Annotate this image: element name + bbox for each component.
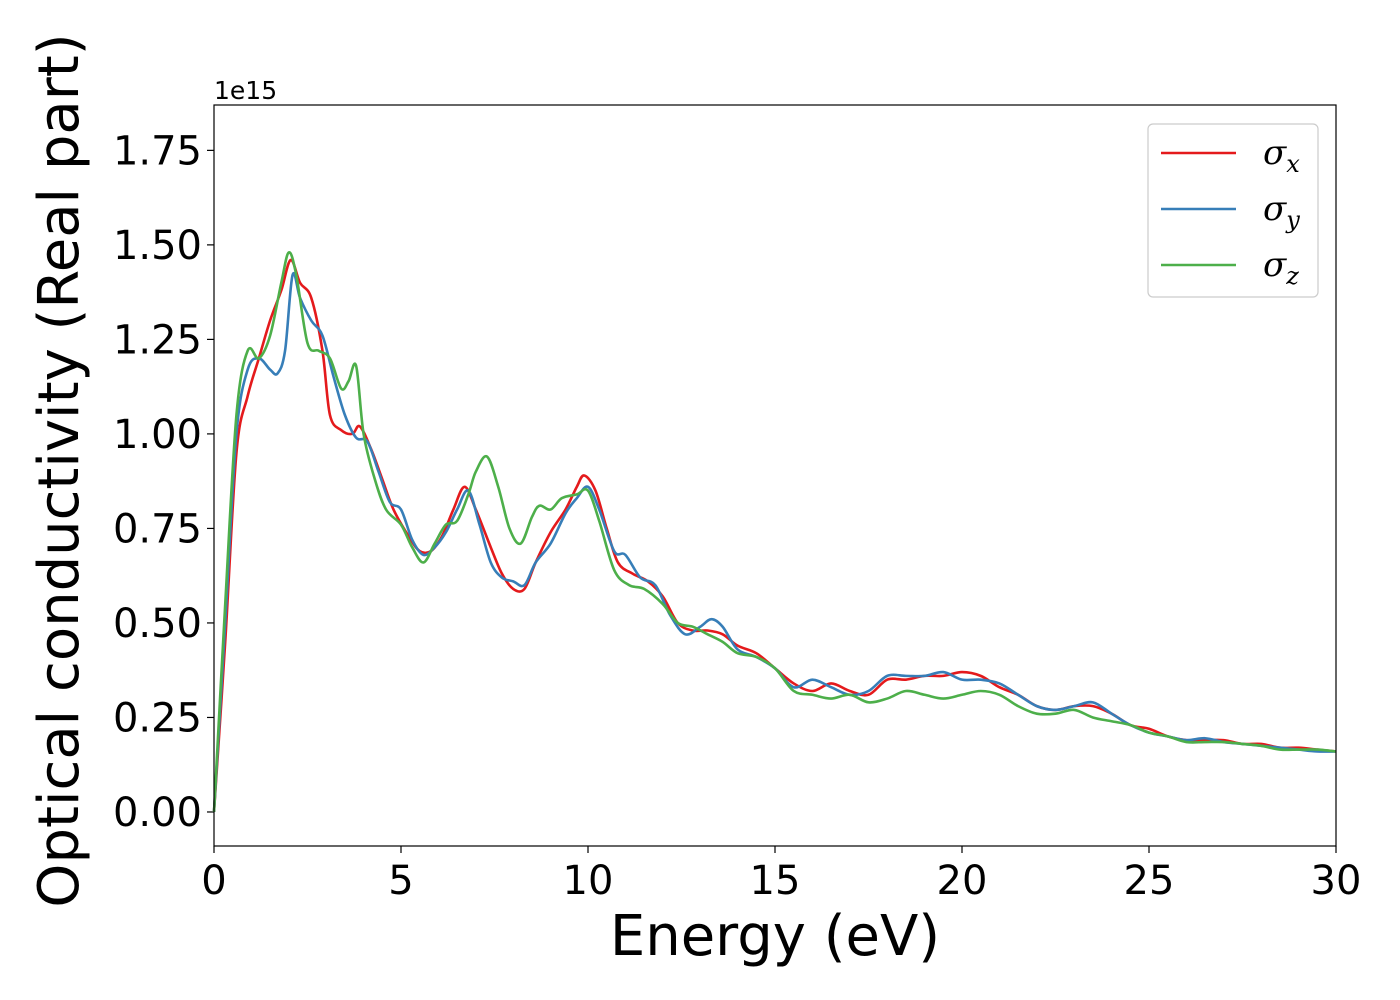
x-tick-label: 30 [1311,858,1362,904]
y-tick-label: 0.50 [113,601,202,647]
plot-frame [213,104,1337,847]
x-tick-label: 0 [201,858,226,904]
y-tick-label: 0.75 [113,506,202,552]
x-tick-label: 10 [563,858,614,904]
series-line-z [212,251,1337,813]
series-layer [212,251,1337,813]
x-tick-label: 15 [750,858,801,904]
y-offset-label: 1e15 [214,76,277,105]
y-tick-label: 1.75 [113,128,202,174]
y-tick-label: 0.00 [113,790,202,836]
y-tick-label: 1.25 [113,317,202,363]
x-tick-label: 20 [937,858,988,904]
series-line-x [212,258,1337,813]
legend-label-y: σy [1263,189,1300,234]
y-tick-label: 1.00 [113,412,202,458]
y-tick-label: 0.25 [113,695,202,741]
legend-label-z: σz [1263,245,1299,290]
legend: σx σy σz [1147,123,1319,298]
legend-label-x: σx [1263,133,1300,178]
y-axis-label: Optical conductivity (Real part) [27,33,92,907]
x-axis-label: Energy (eV) [610,904,940,969]
x-tick-label: 5 [388,858,413,904]
x-tick-label: 25 [1124,858,1175,904]
tick-layer: 0 5 10 15 20 25 30 0.00 0.25 0.50 0.75 1.00 1.25 1.50… [113,128,1362,904]
y-tick-label: 1.50 [113,223,202,269]
legend-box [1147,123,1319,298]
series-line-y [212,271,1337,813]
